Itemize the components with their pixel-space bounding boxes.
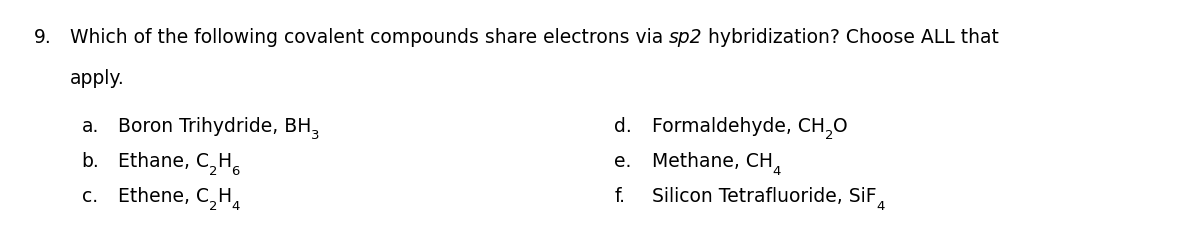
Text: a.: a.	[82, 117, 98, 136]
Text: 6: 6	[232, 165, 240, 178]
Text: 3: 3	[311, 129, 319, 142]
Text: 2: 2	[824, 129, 833, 142]
Text: d.: d.	[614, 117, 632, 136]
Text: 9.: 9.	[34, 28, 52, 47]
Text: Formaldehyde, CH: Formaldehyde, CH	[652, 117, 824, 136]
Text: Which of the following covalent compounds share electrons via: Which of the following covalent compound…	[70, 28, 668, 47]
Text: f.: f.	[614, 187, 625, 206]
Text: 4: 4	[232, 200, 240, 213]
Text: Ethene, C: Ethene, C	[118, 187, 209, 206]
Text: e.: e.	[614, 152, 631, 171]
Text: H: H	[217, 187, 232, 206]
Text: O: O	[833, 117, 847, 136]
Text: Boron Trihydride, BH: Boron Trihydride, BH	[118, 117, 311, 136]
Text: Ethane, C: Ethane, C	[118, 152, 209, 171]
Text: c.: c.	[82, 187, 97, 206]
Text: b.: b.	[82, 152, 100, 171]
Text: hybridization? Choose ALL that: hybridization? Choose ALL that	[702, 28, 1000, 47]
Text: Silicon Tetrafluoride, SiF: Silicon Tetrafluoride, SiF	[652, 187, 876, 206]
Text: 2: 2	[209, 200, 217, 213]
Text: sp2: sp2	[668, 28, 702, 47]
Text: 4: 4	[876, 200, 884, 213]
Text: apply.: apply.	[70, 69, 125, 88]
Text: H: H	[217, 152, 232, 171]
Text: 2: 2	[209, 165, 217, 178]
Text: Methane, CH: Methane, CH	[652, 152, 773, 171]
Text: 4: 4	[773, 165, 781, 178]
